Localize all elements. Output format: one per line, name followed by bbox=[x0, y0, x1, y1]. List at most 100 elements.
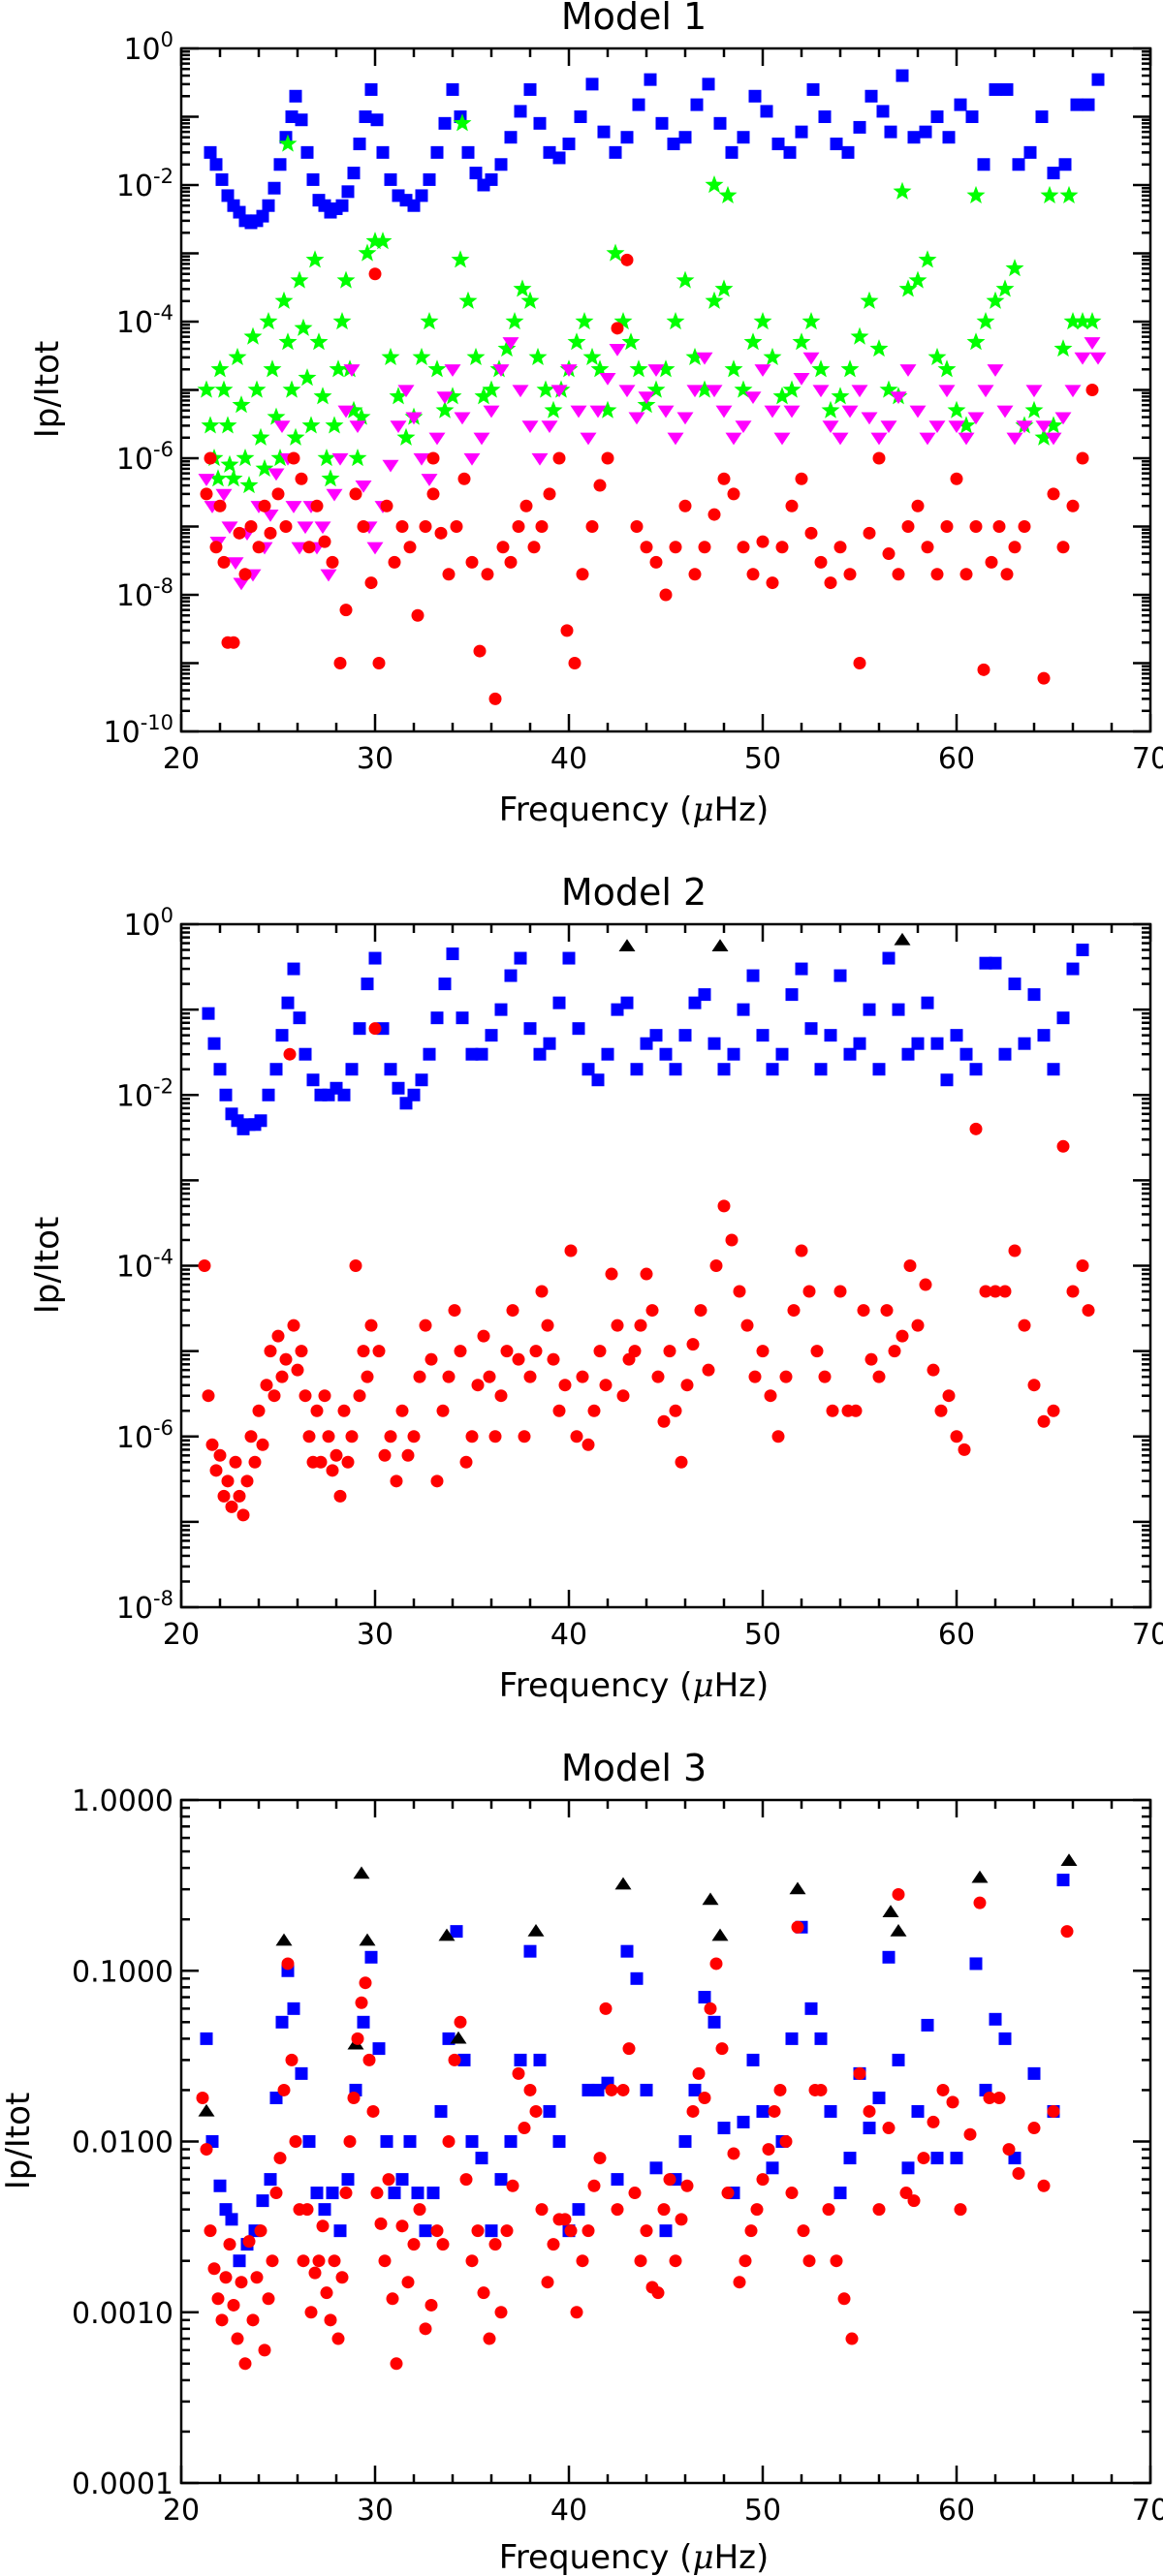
data-point bbox=[285, 2053, 299, 2066]
data-point bbox=[254, 2224, 267, 2238]
data-point bbox=[420, 312, 439, 330]
data-point bbox=[382, 2173, 395, 2187]
data-point bbox=[355, 1996, 368, 2009]
data-point bbox=[811, 359, 831, 378]
data-point bbox=[332, 312, 352, 330]
data-point bbox=[930, 110, 944, 123]
data-point bbox=[259, 312, 278, 330]
data-point bbox=[297, 521, 314, 535]
data-point bbox=[254, 1114, 267, 1128]
data-point bbox=[347, 2092, 361, 2105]
data-point bbox=[438, 1928, 456, 1941]
data-point bbox=[200, 487, 213, 501]
data-point bbox=[676, 270, 695, 289]
data-point bbox=[930, 1037, 944, 1050]
data-point bbox=[390, 420, 407, 434]
data-point bbox=[907, 2194, 921, 2208]
data-point bbox=[899, 2187, 913, 2200]
data-point bbox=[930, 568, 944, 581]
data-point bbox=[678, 499, 692, 512]
data-point bbox=[779, 2135, 793, 2148]
data-point bbox=[514, 105, 527, 118]
data-point bbox=[737, 541, 750, 554]
data-point bbox=[853, 1037, 866, 1050]
y-tick-label: 1.0000 bbox=[72, 1785, 173, 1818]
data-point bbox=[921, 541, 934, 554]
data-point bbox=[688, 996, 702, 1009]
data-point bbox=[308, 2266, 322, 2280]
data-point bbox=[760, 105, 773, 118]
data-point bbox=[279, 520, 293, 533]
data-point bbox=[890, 1923, 907, 1937]
data-point bbox=[215, 488, 233, 502]
data-point bbox=[450, 520, 463, 533]
data-point bbox=[1037, 671, 1051, 685]
data-point bbox=[390, 1474, 403, 1488]
data-point bbox=[197, 380, 216, 398]
data-point bbox=[1064, 385, 1082, 398]
data-point bbox=[281, 996, 295, 1009]
data-point bbox=[326, 1464, 339, 1477]
data-point bbox=[497, 339, 517, 357]
data-point bbox=[831, 387, 850, 405]
data-point bbox=[942, 131, 956, 144]
data-point bbox=[353, 1389, 366, 1403]
data-point bbox=[262, 199, 275, 212]
data-point bbox=[473, 644, 487, 658]
data-point bbox=[349, 1259, 362, 1272]
data-point bbox=[389, 387, 408, 405]
data-point bbox=[1076, 1259, 1089, 1272]
data-point bbox=[457, 472, 471, 485]
data-point bbox=[395, 520, 409, 533]
data-point bbox=[927, 1363, 940, 1377]
data-point bbox=[521, 420, 539, 434]
data-point bbox=[1044, 416, 1063, 434]
data-point bbox=[756, 535, 770, 548]
data-point bbox=[576, 568, 589, 581]
data-point bbox=[992, 2092, 1006, 2105]
data-point bbox=[1040, 185, 1059, 203]
data-point bbox=[998, 2032, 1012, 2045]
data-point bbox=[251, 427, 270, 446]
data-point bbox=[705, 175, 724, 194]
data-point bbox=[388, 2187, 401, 2200]
data-point bbox=[320, 569, 337, 582]
data-point bbox=[1066, 962, 1080, 976]
data-point bbox=[506, 1304, 519, 1318]
data-point bbox=[621, 332, 641, 351]
data-point bbox=[463, 452, 481, 466]
data-point bbox=[1056, 541, 1070, 554]
data-point bbox=[269, 1063, 283, 1076]
data-point bbox=[287, 962, 300, 976]
data-point bbox=[963, 2127, 977, 2141]
data-point bbox=[659, 2224, 673, 2238]
data-point bbox=[339, 2187, 353, 2200]
data-point bbox=[686, 2104, 700, 2118]
data-point bbox=[395, 2219, 409, 2233]
data-point bbox=[725, 145, 739, 159]
data-point bbox=[869, 339, 889, 357]
data-point bbox=[783, 405, 801, 419]
data-point bbox=[818, 1370, 832, 1383]
data-point bbox=[804, 526, 818, 540]
data-point bbox=[656, 359, 676, 378]
data-point bbox=[806, 82, 820, 96]
data-point bbox=[352, 407, 371, 425]
data-point bbox=[512, 385, 529, 398]
data-point bbox=[824, 1029, 837, 1042]
data-point bbox=[1076, 451, 1089, 465]
data-point bbox=[709, 1957, 723, 1971]
data-point bbox=[448, 1304, 461, 1318]
data-point bbox=[229, 1455, 242, 1469]
data-point bbox=[370, 2187, 384, 2200]
data-point bbox=[235, 2276, 248, 2289]
data-point bbox=[882, 547, 896, 561]
data-point bbox=[645, 1304, 659, 1318]
x-tick-label: 20 bbox=[163, 2494, 200, 2528]
data-point bbox=[219, 1088, 233, 1102]
data-point bbox=[582, 2224, 595, 2238]
data-point bbox=[773, 432, 791, 446]
data-point bbox=[567, 332, 586, 351]
x-tick-label: 50 bbox=[744, 742, 781, 776]
data-point bbox=[204, 2224, 217, 2238]
